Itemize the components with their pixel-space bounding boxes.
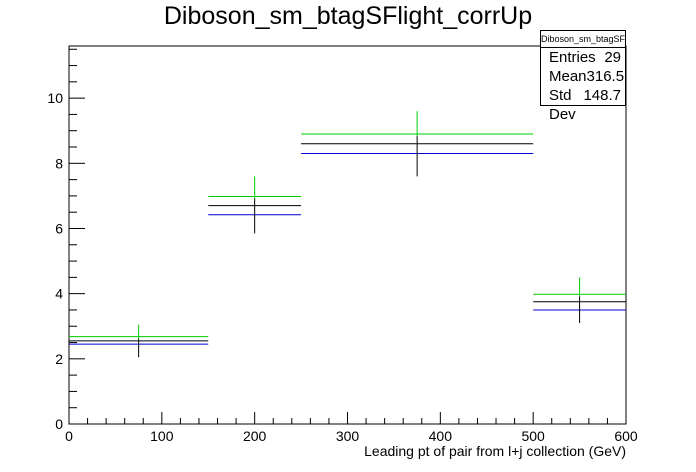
x-tick-label: 0: [65, 428, 73, 444]
x-tick-label: 600: [614, 428, 638, 444]
x-tick-label: 400: [429, 428, 453, 444]
y-tick-label: 0: [55, 416, 63, 432]
x-tick-label: 200: [243, 428, 267, 444]
stats-stddev-row: Std Dev 148.7: [541, 86, 625, 123]
stats-mean-row: Mean 316.5: [541, 67, 625, 86]
x-axis-label: Leading pt of pair from l+j collection (…: [364, 443, 626, 459]
stats-entries-row: Entries 29: [541, 48, 625, 67]
y-tick-label: 4: [55, 286, 63, 302]
stats-stddev-value: 148.7: [583, 87, 621, 104]
x-tick-label: 300: [336, 428, 360, 444]
chart-title: Diboson_sm_btagSFlight_corrUp: [163, 2, 533, 30]
stats-mean-value: 316.5: [586, 68, 625, 85]
x-tick-label: 500: [521, 428, 545, 444]
y-tick-label: 10: [47, 90, 63, 106]
stats-stddev-label: Std Dev: [549, 87, 576, 123]
stats-entries-label: Entries: [549, 49, 596, 66]
stats-entries-value: 29: [604, 49, 621, 66]
stats-box: Diboson_sm_btagSFlight_corrUp Entries 29…: [540, 30, 626, 123]
y-tick-label: 6: [55, 220, 63, 236]
stats-box-title: Diboson_sm_btagSFlight_corrUp: [541, 31, 625, 48]
y-tick-label: 8: [55, 155, 63, 171]
stats-mean-label: Mean: [549, 68, 587, 85]
x-tick-label: 100: [150, 428, 174, 444]
y-tick-label: 2: [55, 351, 63, 367]
